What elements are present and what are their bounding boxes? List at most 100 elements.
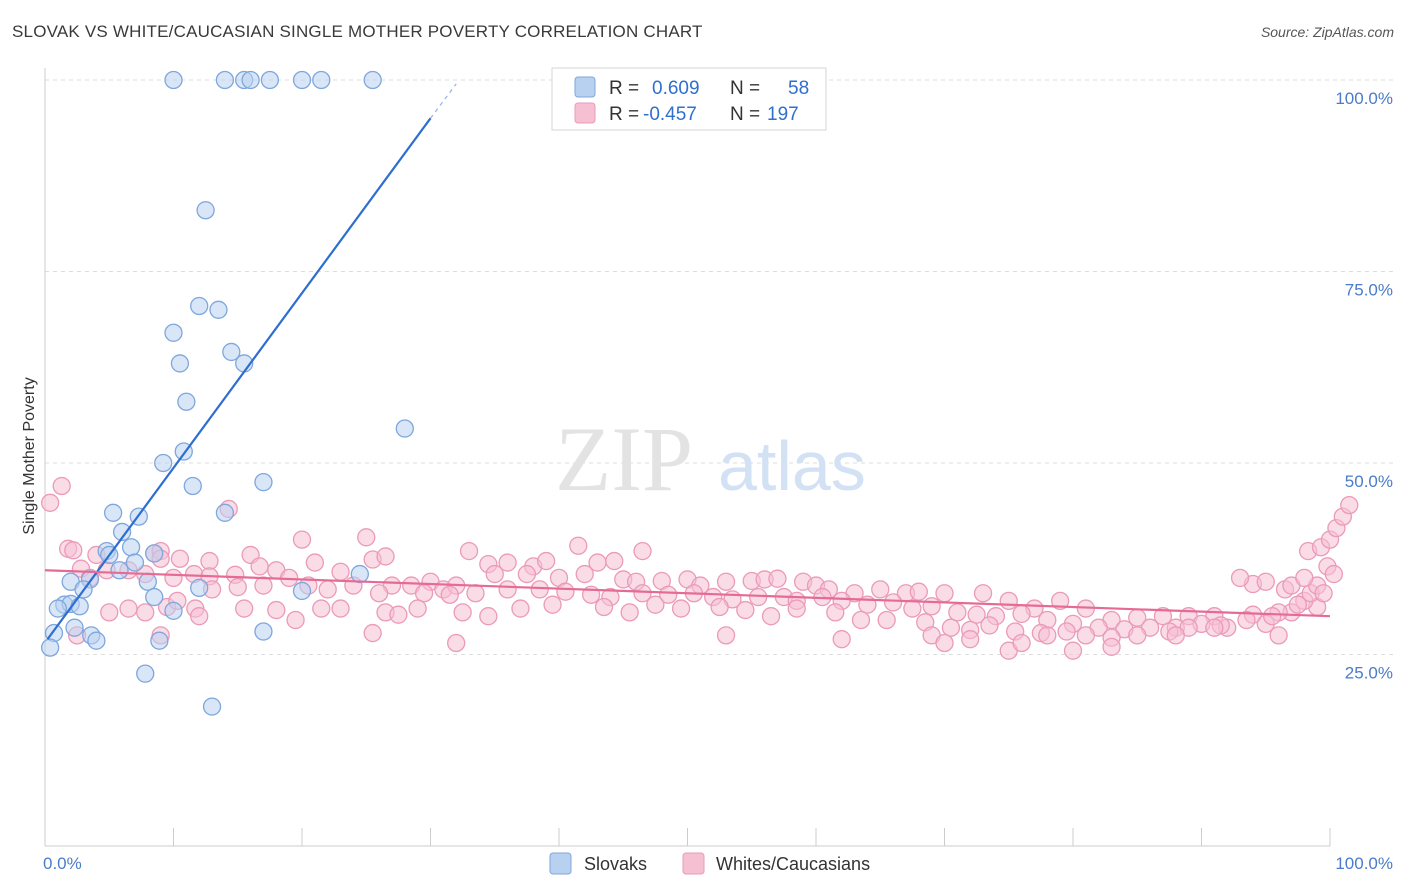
whites-point: [447, 633, 466, 653]
slovaks-point: [202, 697, 222, 716]
slovaks-trend-line: [46, 117, 432, 640]
whites-point: [363, 623, 382, 643]
stats-legend-n-whites: 197: [767, 104, 799, 125]
slovaks-point: [125, 553, 145, 572]
whites-point: [556, 582, 575, 601]
whites-point: [40, 493, 60, 512]
whites-point: [479, 607, 498, 626]
slovaks-point: [222, 342, 241, 362]
whites-point: [736, 600, 755, 620]
whites-point: [877, 610, 896, 630]
slovaks-point: [103, 503, 123, 522]
slovaks-point: [215, 503, 235, 522]
whites-point: [569, 536, 588, 555]
whites-point: [922, 597, 941, 616]
whites-point: [235, 599, 254, 618]
whites-point: [164, 568, 183, 588]
whites-point: [136, 603, 155, 622]
series-legend-label-whites: Whites/Caucasians: [716, 854, 870, 874]
whites-point: [659, 585, 678, 604]
whites-point: [633, 541, 652, 561]
whites-point: [1269, 626, 1288, 645]
whites-point: [1295, 568, 1314, 588]
whites-point: [594, 597, 614, 617]
whites-point: [716, 626, 736, 645]
stats-legend-swatch-slovaks: [574, 76, 596, 98]
whites-point: [537, 551, 556, 571]
watermark: ZIP atlas: [555, 408, 866, 510]
whites-point: [768, 569, 787, 588]
whites-point: [851, 610, 871, 630]
slovaks-point: [292, 70, 312, 90]
y-axis-title: Single Mother Poverty: [21, 377, 38, 534]
whites-point: [52, 476, 71, 496]
axes: [44, 68, 1331, 847]
stats-legend-swatch-whites: [574, 102, 596, 124]
slovaks-point: [121, 538, 141, 557]
whites-point: [787, 599, 806, 618]
slovaks-point: [65, 618, 84, 637]
y-tick-label: 75.0%: [1345, 281, 1393, 300]
watermark-atlas: atlas: [718, 427, 866, 505]
whites-point: [1076, 626, 1095, 645]
whites-point: [312, 599, 331, 618]
whites-point: [948, 603, 967, 622]
stats-legend-r-slovaks: 0.609: [652, 78, 700, 99]
slovaks-point: [87, 631, 106, 650]
stats-legend-r-whites: -0.457: [643, 104, 697, 125]
slovaks-point: [363, 70, 382, 90]
slovaks-point: [138, 572, 157, 591]
chart-title: SLOVAK VS WHITE/CAUCASIAN SINGLE MOTHER …: [12, 22, 703, 41]
slovaks-point: [215, 70, 235, 90]
whites-point: [250, 557, 269, 576]
whites-point: [710, 597, 729, 617]
whites-point: [1314, 584, 1333, 603]
whites-point: [453, 603, 472, 622]
y-tick-label: 25.0%: [1345, 664, 1393, 683]
x-tick-label-max: 100.0%: [1335, 854, 1393, 873]
slovaks-point: [190, 578, 209, 598]
whites-point: [190, 607, 209, 626]
slovaks-point: [164, 323, 183, 342]
whites-point: [1012, 604, 1031, 624]
whites-point: [973, 584, 993, 603]
whites-point: [498, 580, 517, 599]
whites-point: [543, 595, 562, 614]
whites-point: [1256, 572, 1275, 591]
whites-point: [389, 605, 408, 624]
whites-point: [286, 610, 305, 630]
whites-point: [318, 580, 337, 599]
whites-point: [716, 572, 736, 591]
whites-point: [1324, 564, 1344, 584]
slovaks-point: [177, 392, 196, 411]
whites-point: [575, 564, 594, 584]
series-legend-swatch-whites: [682, 852, 705, 875]
whites-point: [64, 541, 83, 560]
whites-point: [967, 605, 986, 624]
whites-point: [1063, 641, 1083, 660]
whites-point: [376, 547, 395, 566]
slovaks-point: [40, 638, 60, 657]
whites-point: [1051, 591, 1070, 611]
whites-point: [1038, 626, 1057, 645]
whites-point: [1205, 618, 1224, 637]
stats-legend-n-label-whites: N =: [730, 104, 760, 125]
whites-point: [170, 549, 190, 568]
whites-point: [357, 528, 376, 547]
slovaks-point: [154, 453, 173, 473]
whites-trend-line: [44, 569, 1331, 618]
whites-point: [832, 630, 851, 649]
whites-point: [646, 595, 665, 614]
slovaks-point: [183, 476, 202, 496]
slovaks-point: [70, 597, 89, 616]
y-tick-label: 50.0%: [1345, 472, 1393, 491]
whites-point: [1263, 607, 1282, 626]
slovaks-point: [145, 544, 164, 563]
whites-point: [292, 530, 312, 549]
whites-point: [369, 584, 389, 603]
slovaks-point: [395, 419, 414, 438]
whites-points: [40, 476, 1359, 660]
whites-point: [883, 593, 903, 612]
whites-point: [119, 599, 138, 618]
